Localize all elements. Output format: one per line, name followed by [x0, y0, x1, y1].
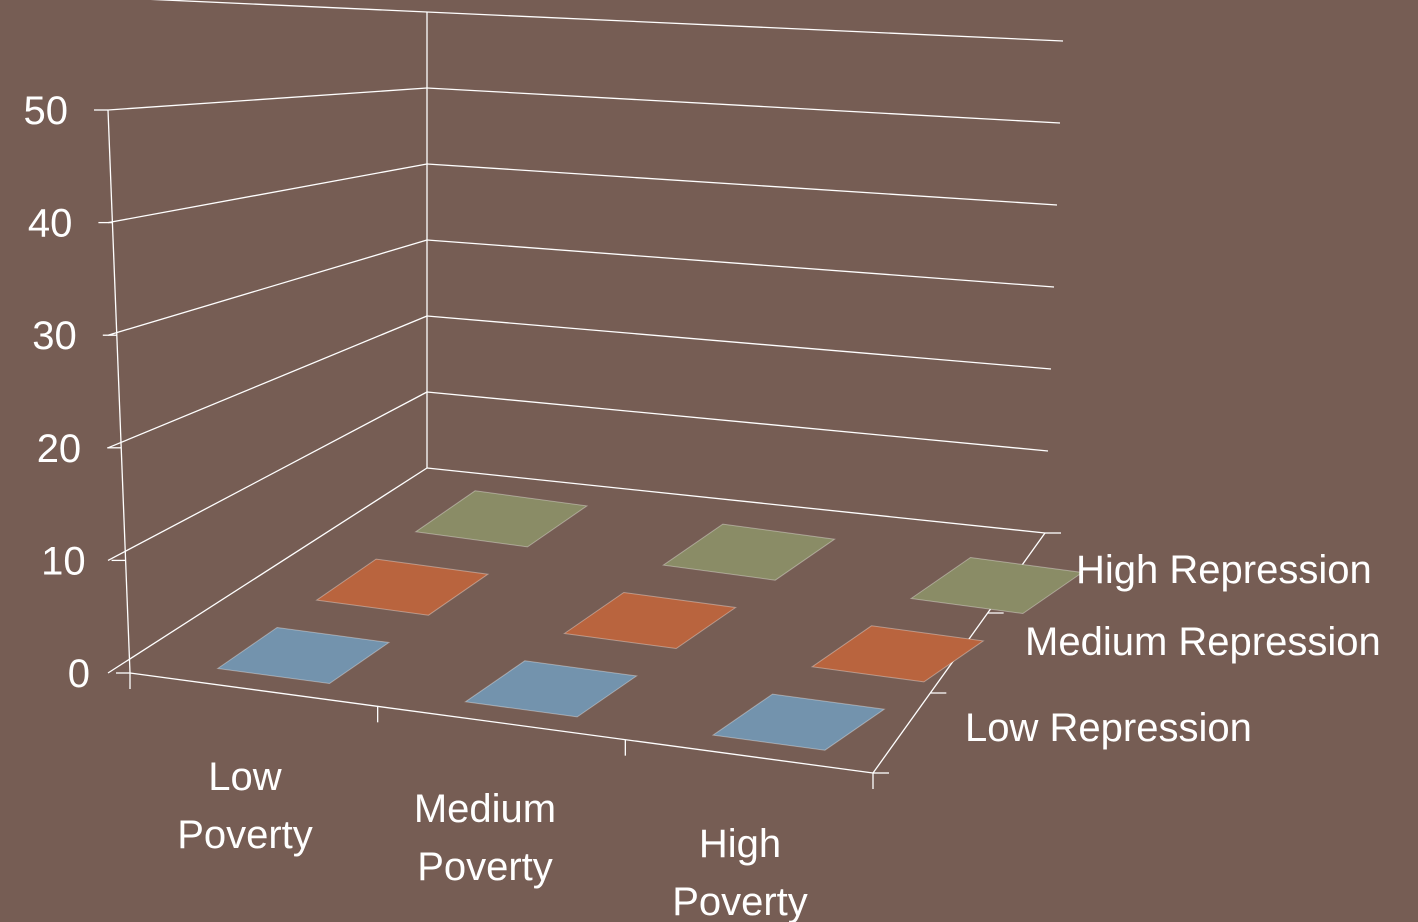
back-wall-gridline: [426, 11, 1064, 42]
x-axis-tick-label: Low Poverty: [177, 755, 313, 857]
z-axis-tick-label: 40: [28, 202, 73, 246]
back-wall-gridline: [426, 467, 1046, 534]
x-axis-tick-label-line: Poverty: [672, 880, 808, 922]
x-axis-tick-label: High Poverty: [672, 822, 808, 922]
z-axis-tick-label: 0: [68, 652, 90, 696]
back-wall-gridline: [426, 315, 1052, 370]
depth-axis-tick-label: Medium Repression: [1025, 620, 1381, 664]
bars: [216, 490, 1084, 751]
z-axis-line: [107, 109, 131, 674]
bar-low-repression: [464, 660, 638, 718]
left-wall-gridline: [107, 87, 428, 111]
left-wall-gridline: [107, 315, 428, 449]
depth-axis-tick-label: Low Repression: [965, 706, 1252, 750]
back-wall-gridline: [426, 87, 1061, 124]
back-wall-gridline: [426, 163, 1058, 206]
bar-high-repression: [909, 556, 1084, 615]
left-wall-gridline: [107, 239, 428, 336]
left-wall-gridline: [150, 0, 428, 13]
z-axis-tick-label: 10: [41, 539, 86, 583]
tick-labels: 0 10 20 30 40 50 Low Poverty Medium Poverty High Po…: [24, 89, 1381, 922]
depth-axis-tick-label: High Repression: [1076, 548, 1372, 592]
z-axis-tick-label: 20: [37, 427, 82, 471]
x-axis-tick-label-line: Medium: [414, 787, 556, 831]
z-axis-tick-label: 50: [24, 89, 69, 133]
bar-low-repression: [216, 626, 391, 685]
bar-high-repression: [414, 490, 589, 548]
bar-high-repression: [662, 523, 836, 581]
left-wall-gridline: [107, 163, 428, 224]
x-axis-tick-label-line: Poverty: [177, 813, 313, 857]
bar-medium-repression: [563, 591, 737, 650]
left-wall-gridline: [107, 391, 428, 561]
back-wall-gridline: [426, 391, 1049, 452]
x-axis-tick-label-line: High: [699, 822, 781, 866]
bar-medium-repression: [315, 558, 490, 616]
x-axis-tick-label-line: Low: [208, 755, 281, 799]
z-axis-tick-label: 30: [32, 314, 77, 358]
x-axis-tick-label: Medium Poverty: [414, 787, 556, 889]
x-axis-line: [129, 672, 874, 774]
bar-low-repression: [711, 693, 886, 751]
gridlines: [107, 0, 1064, 674]
back-wall-gridline: [426, 239, 1055, 288]
bar-medium-repression: [810, 625, 985, 683]
x-axis-tick-label-line: Poverty: [417, 845, 553, 889]
left-wall-gridline: [107, 467, 428, 674]
